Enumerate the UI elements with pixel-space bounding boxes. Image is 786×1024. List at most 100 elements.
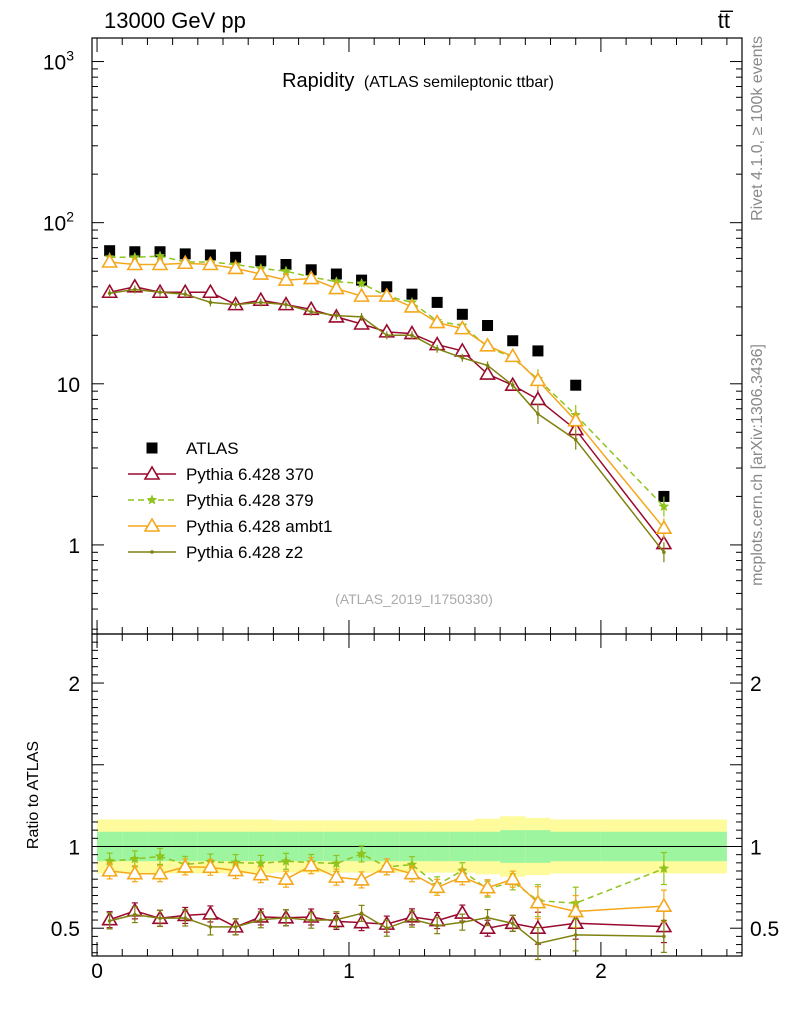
main-y-tick-label-base: 10 [43, 52, 66, 75]
series-3-ratio-point [284, 916, 288, 920]
series-2-point [378, 287, 396, 302]
side-label-bottom: mcplots.cern.ch [arXiv:1306.3436] [749, 344, 766, 586]
legend-marker-series-0 [143, 465, 161, 480]
series-1-ratio-point [356, 848, 367, 859]
series-3-point [233, 302, 238, 307]
series-3-point [158, 290, 162, 295]
series-1-ratio-point [280, 855, 292, 866]
series-3-point [510, 383, 515, 388]
series-3-point [573, 437, 578, 442]
series-3-ratio-point [309, 918, 313, 923]
legend-label-series-3: Pythia 6.428 z2 [186, 543, 303, 562]
legend-label-series-0: Pythia 6.428 370 [186, 465, 314, 484]
series-2-ratio-point [567, 902, 585, 918]
main-y-tick-label-exp: 2 [66, 209, 74, 225]
series-3-ratio-point [359, 911, 364, 916]
series-2-point [202, 255, 219, 271]
series-3-ratio-point [208, 925, 213, 929]
series-3-point [258, 300, 263, 305]
series-0-point [353, 315, 370, 330]
series-3-point [284, 302, 288, 307]
series-2-ratio-point [126, 865, 144, 880]
series-3-point [107, 291, 112, 295]
series-2-ratio-point [176, 858, 194, 873]
series-3-point [183, 292, 188, 296]
series-2-ratio-point [403, 865, 421, 880]
x-tick-label: 0 [91, 960, 103, 983]
series-3-point [435, 346, 439, 351]
x-tick-label: 1 [343, 960, 355, 983]
main-y-tick-label-exp: 3 [66, 48, 74, 64]
series-3-point [485, 363, 490, 368]
series-3-ratio-point [410, 917, 414, 921]
series-3-ratio-point [158, 916, 162, 921]
series-1-point [658, 500, 670, 512]
series-2-ratio-point [353, 871, 370, 886]
series-2-ratio-point [252, 866, 270, 881]
ratio-y-tick-label-right: 2 [750, 673, 762, 696]
series-1-ratio-point [129, 853, 141, 864]
series-2-point [151, 255, 169, 271]
series-2-ratio-point [277, 870, 295, 885]
series-3-point [536, 412, 540, 416]
series-0-ratio-point [479, 919, 496, 935]
side-label-top: Rivet 4.1.0, ≥ 100k events [749, 36, 766, 221]
chart-title-sub: (ATLAS semileptonic ttbar) [364, 74, 554, 91]
legend-label-atlas: ATLAS [186, 439, 239, 458]
series-3-ratio-point [510, 921, 515, 926]
series-3-ratio-point [536, 941, 540, 946]
ratio-y-tick-label-right: 0.5 [750, 918, 779, 941]
data-point-atlas [255, 255, 267, 267]
series-2-ratio-point [227, 862, 244, 877]
series-0-point [479, 365, 496, 380]
series-2-ratio-point [327, 868, 345, 883]
series-3-ratio-point [334, 917, 339, 922]
series-1-ratio-point [330, 857, 342, 869]
series-2-ratio-point [529, 894, 547, 909]
ratio-ylabel: Ratio to ATLAS [25, 741, 42, 849]
main-y-tick-label: 10 [57, 374, 80, 397]
series-2-point [277, 271, 295, 286]
series-3-ratio-line [109, 912, 664, 945]
legend-marker-series-2 [143, 517, 161, 532]
series-2-ratio-point [504, 870, 522, 885]
series-2-point [504, 347, 522, 363]
series-3-point [384, 333, 389, 338]
legend-marker-series-1 [146, 494, 158, 505]
main-y-tick-label: 102 [43, 209, 74, 236]
analysis-label: (ATLAS_2019_I1750330) [335, 591, 493, 607]
legend-label-series-1: Pythia 6.428 379 [186, 491, 314, 510]
series-3-ratio-point [183, 916, 188, 920]
data-point-atlas [431, 296, 443, 308]
series-3-line [109, 288, 665, 553]
data-point-atlas [179, 248, 191, 260]
series-2-point [176, 254, 194, 270]
series-3-point [410, 333, 414, 338]
series-2-point [327, 279, 345, 295]
series-3-ratio-point [133, 912, 137, 917]
legend-marker-series-3 [150, 550, 154, 554]
main-y-tick-label-base: 10 [43, 213, 66, 236]
ratio-y-tick-label: 0.5 [51, 918, 80, 941]
legend-label-series-2: Pythia 6.428 ambt1 [186, 517, 332, 536]
series-3-ratio-point [107, 919, 112, 923]
series-3-ratio-point [435, 923, 439, 928]
legend-marker-atlas [146, 442, 158, 454]
data-point-atlas [456, 308, 468, 320]
header-left: 13000 GeV pp [104, 8, 246, 33]
data-point-atlas [532, 345, 544, 357]
series-3-point [359, 315, 364, 319]
chart-title-main: Rapidity [282, 70, 354, 92]
series-3-point [460, 355, 465, 360]
series-3-ratio-point [573, 933, 578, 937]
series-3-point [133, 287, 137, 292]
series-3-ratio-point [460, 920, 465, 924]
data-point-atlas [507, 335, 519, 347]
series-2-point [353, 287, 370, 302]
data-point-atlas [406, 288, 418, 300]
data-point-atlas [230, 251, 242, 263]
series-2-ratio-point [302, 857, 320, 872]
series-2-ratio-point [101, 862, 119, 877]
series-3-point [309, 309, 313, 314]
series-2-point [453, 320, 471, 335]
